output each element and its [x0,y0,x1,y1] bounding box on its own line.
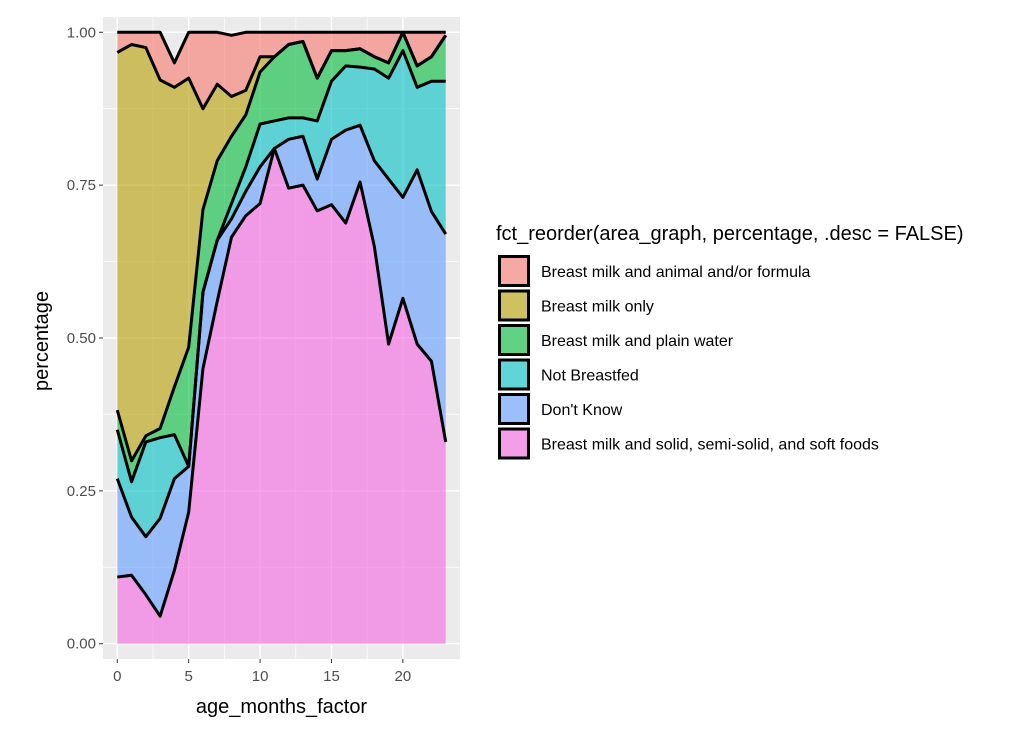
x-tick-label: 10 [252,668,269,685]
legend-swatch-don-t-know [498,393,530,425]
area-layers [117,32,446,644]
x-tick-label: 5 [185,668,193,685]
x-axis: 0 5 10 15 20 [113,659,411,685]
area-breast-milk-and-animal-and-or-formula [117,32,446,109]
legend-label-breast-milk-and-animal-and-or-formula: Breast milk and animal and/or formula [541,264,811,281]
area-not-breastfed [117,50,446,537]
area-breast-milk-and-solid-semi-solid-and-soft-foods [117,148,446,644]
legend-swatch-breast-milk-and-animal-and-or-formula [498,255,530,287]
x-tick-label: 20 [395,668,412,685]
legend-label-don-t-know: Don't Know [541,402,623,419]
y-tick-label: 0.75 [67,177,96,194]
y-tick-label: 0.50 [67,330,96,347]
legend-swatch-not-breastfed [498,358,530,391]
legend-swatch-breast-milk-and-plain-water [498,324,530,356]
legend-title: fct_reorder(area_graph, percentage, .des… [496,223,964,245]
legend-label-breast-milk-and-solid-semi-solid-and-soft-foods: Breast milk and solid, semi-solid, and s… [541,437,879,454]
area-breast-milk-and-plain-water [117,32,446,482]
legend-label-not-breastfed: Not Breastfed [541,368,639,385]
x-axis-title: age_months_factor [196,696,368,718]
legend-label-breast-milk-and-plain-water: Breast milk and plain water [541,333,734,350]
y-tick-label: 0.25 [67,483,96,500]
y-axis-title: percentage [31,291,53,391]
line-breast-milk-and-animal-and-or-formula [117,30,446,65]
legend-swatch-breast-milk-only [498,289,530,322]
x-tick-label: 0 [113,668,121,685]
y-tick-label: 1.00 [67,24,96,41]
legend-swatch-breast-milk-and-solid-semi-solid-and-soft-foods [498,427,530,460]
line-breast-milk-only [116,30,447,111]
line-breast-milk-and-solid-semi-solid-and-soft-foods [117,146,448,618]
line-not-breastfed [115,49,446,484]
area-don-t-know [117,125,446,617]
y-tick-label: 0.00 [67,636,96,653]
area-breast-milk-only [117,32,446,461]
legend-label-breast-milk-only: Breast milk only [541,299,654,316]
x-tick-label: 15 [323,668,340,685]
legend: fct_reorder(area_graph, percentage, .des… [496,223,964,460]
boundary-lines [115,30,448,618]
line-don-t-know [115,123,447,539]
y-axis: 0.00 0.25 0.50 0.75 1.00 [67,24,103,653]
